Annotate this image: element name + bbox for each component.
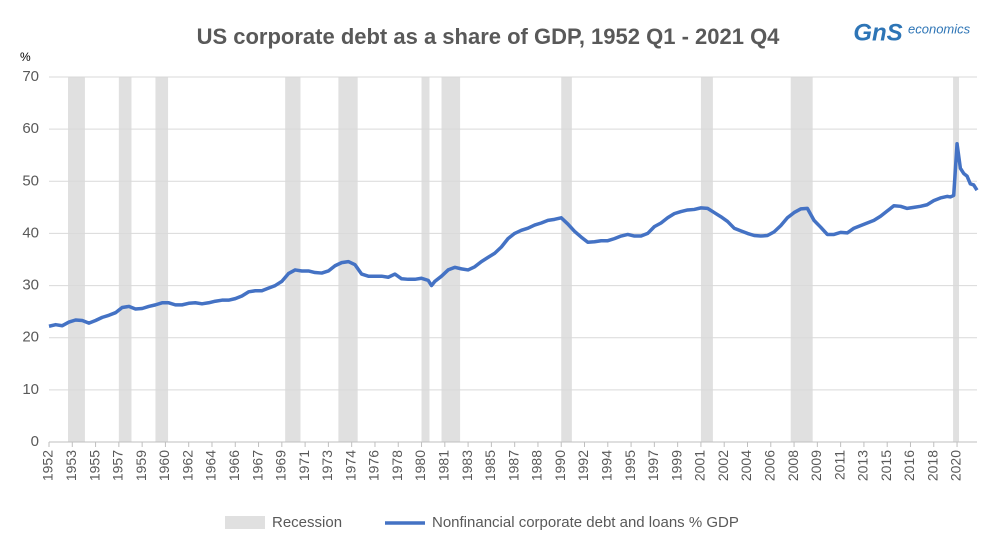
x-tick-label: 1983: [459, 450, 475, 481]
x-tick-label: 1952: [40, 450, 56, 481]
x-tick-label: 1976: [366, 450, 382, 481]
x-tick-label: 1999: [668, 450, 684, 481]
x-tick-label: 1997: [645, 450, 661, 481]
x-tick-label: 1981: [436, 450, 452, 481]
x-tick-label: 2020: [948, 450, 964, 481]
logo-text: economics: [908, 21, 971, 36]
recession-band: [700, 77, 713, 442]
y-tick-label: 10: [22, 381, 39, 398]
x-tick-label: 1955: [86, 450, 102, 481]
y-tick-label: 60: [22, 120, 39, 137]
x-tick-label: 1985: [482, 450, 498, 481]
y-tick-label: 20: [22, 329, 39, 346]
x-tick-label: 1964: [203, 450, 219, 481]
legend-label: Recession: [272, 514, 342, 531]
x-tick-label: 1971: [296, 450, 312, 481]
x-tick-label: 1953: [63, 450, 79, 481]
x-tick-label: 2002: [715, 450, 731, 481]
x-tick-label: 1959: [133, 450, 149, 481]
recession-band: [441, 77, 461, 442]
x-tick-label: 2001: [692, 450, 708, 481]
recession-band: [338, 77, 358, 442]
y-tick-label: 40: [22, 224, 39, 241]
y-axis-label: %: [20, 50, 31, 64]
legend-swatch: [225, 516, 265, 529]
x-tick-label: 1974: [342, 450, 358, 481]
x-tick-label: 1957: [110, 450, 126, 481]
recession-band: [953, 77, 960, 442]
x-tick-label: 2011: [831, 450, 847, 480]
x-tick-label: 1987: [505, 450, 521, 481]
x-tick-label: 1962: [179, 450, 195, 481]
recession-band: [790, 77, 813, 442]
y-tick-label: 50: [22, 172, 39, 189]
recession-band: [285, 77, 301, 442]
logo-mark: GnS: [853, 19, 902, 46]
data-line: [48, 141, 979, 328]
y-tick-label: 30: [22, 277, 39, 294]
y-tick-label: 70: [22, 68, 39, 85]
recession-band: [421, 77, 430, 442]
y-tick-label: 0: [31, 433, 39, 450]
x-tick-label: 1988: [529, 450, 545, 481]
x-tick-label: 1960: [156, 450, 172, 481]
x-tick-label: 2018: [924, 450, 940, 481]
chart-title: US corporate debt as a share of GDP, 195…: [197, 24, 781, 49]
recession-band: [118, 77, 132, 442]
x-tick-label: 1990: [552, 450, 568, 481]
x-tick-label: 2004: [738, 450, 754, 481]
x-tick-label: 1980: [412, 450, 428, 481]
x-tick-label: 2009: [808, 450, 824, 481]
x-tick-label: 2016: [901, 450, 917, 481]
x-tick-label: 1994: [598, 450, 614, 481]
recession-band: [155, 77, 169, 442]
x-tick-label: 1992: [575, 450, 591, 481]
x-tick-label: 2013: [855, 450, 871, 481]
x-tick-label: 1978: [389, 450, 405, 481]
recession-band: [68, 77, 85, 442]
x-tick-label: 1966: [226, 450, 242, 481]
recession-band: [561, 77, 572, 442]
x-tick-label: 1973: [319, 450, 335, 481]
legend-label: Nonfinancial corporate debt and loans % …: [432, 514, 739, 531]
x-tick-label: 2006: [761, 450, 777, 481]
x-tick-label: 2015: [878, 450, 894, 481]
x-tick-label: 2008: [785, 450, 801, 481]
x-tick-label: 1969: [273, 450, 289, 481]
x-tick-label: 1995: [622, 450, 638, 481]
x-tick-label: 1967: [249, 450, 265, 481]
